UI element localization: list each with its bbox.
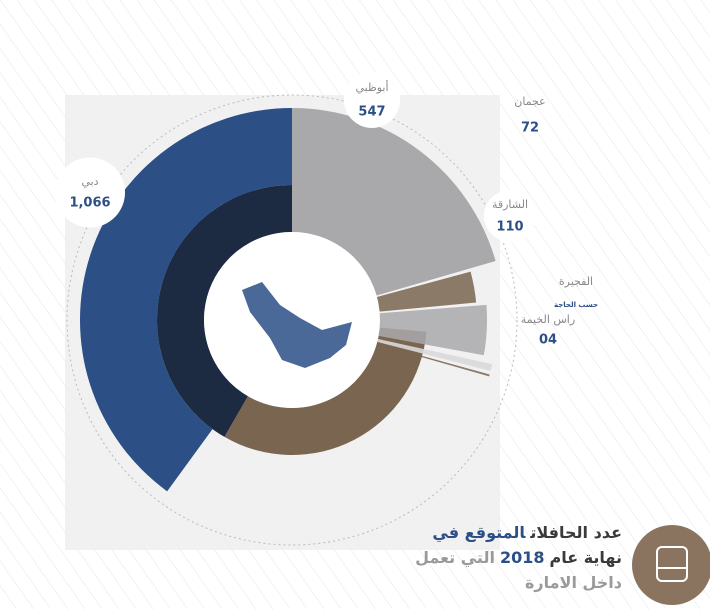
category-label: دبي	[81, 175, 98, 188]
value-label: حسب الحاجة	[554, 301, 598, 309]
title-segment: 2018	[499, 548, 545, 567]
inner-ring-brown	[224, 327, 427, 455]
title: عدد الحافلاتالمتوقع في نهاية عام2018التي …	[410, 520, 622, 595]
value-label: 110	[496, 220, 523, 235]
value-label: 1,066	[69, 196, 110, 211]
title-line: داخل الامارة	[410, 570, 622, 595]
dotted-circle	[66, 94, 518, 546]
title-line: نهاية عام2018التي تعمل	[410, 545, 622, 570]
map	[242, 282, 352, 368]
value-label: 04	[539, 333, 557, 348]
label-bubble	[484, 190, 536, 242]
value-label: 72	[521, 121, 539, 136]
wedge	[370, 304, 487, 356]
bus-icon-bg	[632, 525, 710, 605]
wedge	[80, 108, 293, 492]
wedge	[369, 271, 477, 313]
label-bubble	[344, 72, 400, 128]
title-segment: داخل الامارة	[524, 573, 622, 592]
title-segment: المتوقع في	[432, 523, 526, 542]
wedge	[292, 108, 496, 296]
title-segment: نهاية عام	[549, 548, 622, 567]
category-label: راس الخيمة	[521, 313, 575, 326]
title-segment: عدد الحافلات	[530, 523, 622, 542]
value-label: 547	[358, 105, 385, 120]
category-label: عجمان	[514, 95, 545, 108]
wedge-unquantified	[369, 337, 493, 372]
category-label: الشارقة	[492, 198, 528, 211]
category-label: الفجيرة	[559, 275, 593, 288]
bus-icon	[656, 546, 688, 582]
title-segment: التي تعمل	[415, 548, 495, 567]
wedge	[368, 341, 490, 377]
inner-ring-navy	[157, 185, 292, 437]
label-bubble	[55, 157, 125, 228]
title-line: عدد الحافلاتالمتوقع في	[410, 520, 622, 545]
category-label: أبوظبي	[355, 80, 388, 94]
